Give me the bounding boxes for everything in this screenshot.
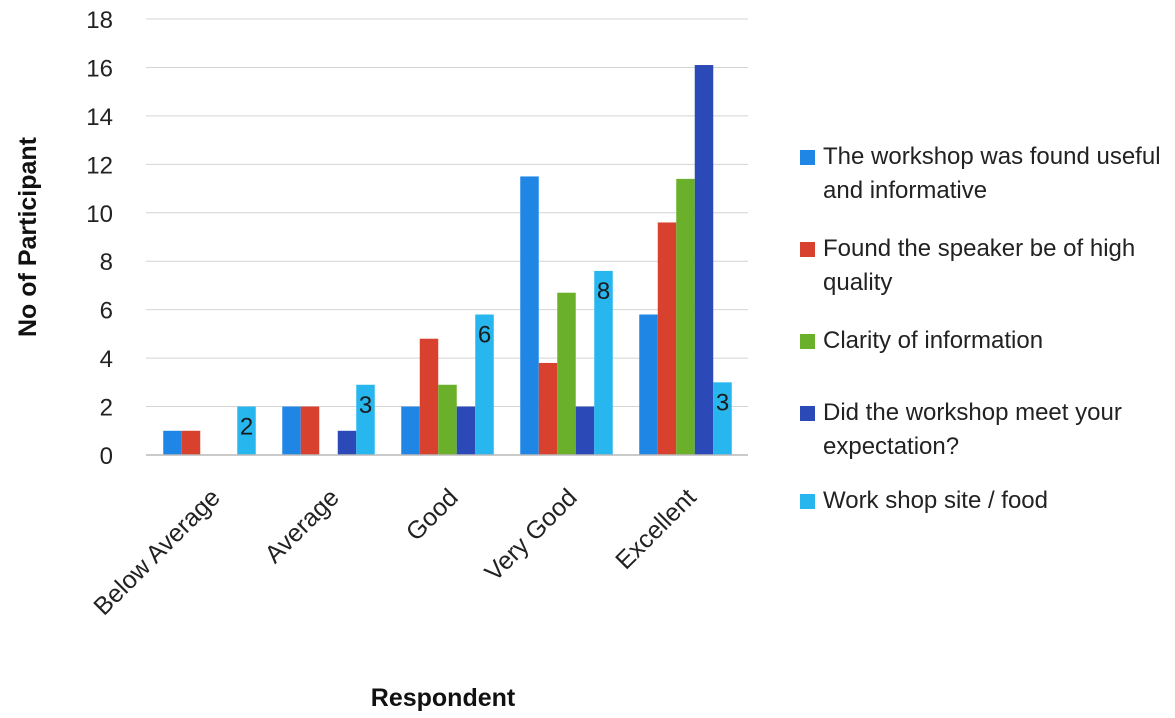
bar	[557, 292, 576, 455]
bar	[713, 382, 732, 455]
y-tick-label: 2	[100, 395, 113, 422]
y-tick-labels: 0 2 4 6 8 10 12 14 16 18	[86, 7, 113, 470]
bar	[282, 406, 301, 455]
bar	[419, 338, 439, 455]
bar	[456, 406, 476, 455]
bar	[676, 178, 695, 455]
bar	[181, 430, 201, 455]
y-tick-label: 14	[86, 104, 113, 131]
category-labels: Below Average Average Good Very Good Excelle…	[88, 483, 701, 620]
y-tick-label: 6	[100, 298, 113, 325]
bar	[237, 406, 256, 455]
y-tick-label: 12	[86, 152, 113, 179]
legend-swatch	[800, 334, 815, 349]
y-tick-label: 18	[86, 7, 113, 34]
category-label: Excellent	[610, 483, 702, 575]
y-axis-title: No of Participant	[14, 136, 42, 337]
legend-swatch	[800, 406, 815, 421]
y-tick-label: 8	[100, 249, 113, 276]
bar	[300, 406, 320, 455]
bar	[438, 384, 457, 455]
data-labels: 2 3 6 8 3	[240, 278, 729, 441]
legend-item: Work shop site / food	[800, 484, 1170, 518]
bar	[520, 176, 539, 455]
legend-label: Did the workshop meet your expectation?	[823, 399, 1122, 460]
legend-item: The workshop was found useful and inform…	[800, 140, 1170, 208]
bar	[657, 222, 677, 455]
legend-swatch	[800, 494, 815, 509]
legend-label: Clarity of information	[823, 327, 1044, 354]
bar	[356, 384, 375, 455]
data-label: 8	[597, 278, 610, 305]
bar	[575, 406, 595, 455]
x-axis-title: Respondent	[371, 684, 516, 712]
bar	[337, 430, 357, 455]
category-label: Good	[401, 483, 464, 546]
legend-swatch	[800, 150, 815, 165]
legend-item: Found the speaker be of high quality	[800, 232, 1170, 300]
legend-swatch	[800, 242, 815, 257]
bars	[163, 65, 732, 456]
legend: The workshop was found useful and inform…	[800, 140, 1170, 518]
legend-label: Work shop site / food	[823, 487, 1048, 514]
legend-item: Clarity of information	[800, 324, 1170, 358]
y-tick-label: 10	[86, 201, 113, 228]
category-label: Below Average	[88, 483, 225, 620]
category-label: Very Good	[479, 483, 582, 586]
category-label: Average	[259, 483, 344, 568]
bar	[163, 430, 182, 455]
data-label: 6	[478, 322, 491, 349]
data-label: 3	[359, 392, 372, 419]
data-label: 3	[716, 389, 729, 416]
legend-item: Did the workshop meet your expectation?	[800, 396, 1170, 464]
bar	[694, 65, 714, 456]
data-label: 2	[240, 414, 253, 441]
y-tick-label: 16	[86, 55, 113, 82]
y-tick-label: 4	[100, 346, 113, 373]
bar	[475, 314, 494, 455]
legend-label: Found the speaker be of high quality	[823, 235, 1136, 296]
legend-label: The workshop was found useful and inform…	[823, 143, 1161, 204]
bar	[538, 362, 558, 455]
y-tick-label: 0	[100, 443, 113, 470]
bar	[639, 314, 658, 455]
bar	[594, 270, 613, 455]
gridlines	[146, 18, 748, 408]
bar	[401, 406, 420, 455]
